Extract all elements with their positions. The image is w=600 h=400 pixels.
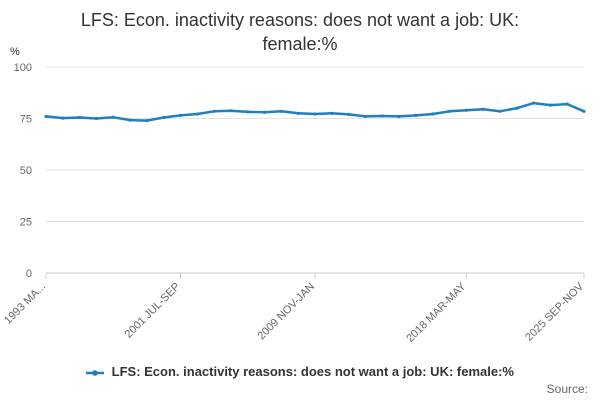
x-axis: 1993 MA... 2001 JUL-SEP 2009 NOV-JAN 2018 M… <box>2 272 587 345</box>
data-point[interactable] <box>178 113 183 118</box>
data-point[interactable] <box>363 114 368 119</box>
y-tick-label: 100 <box>14 62 32 74</box>
data-point[interactable] <box>380 114 384 118</box>
x-tick-label: 2018 MAR-MAY <box>404 280 469 345</box>
data-point[interactable] <box>531 101 536 105</box>
x-tick-label: 2025 SEP-NOV <box>523 280 586 343</box>
y-axis-unit-label: % <box>10 46 20 58</box>
data-point[interactable] <box>447 109 452 113</box>
data-point[interactable] <box>229 109 233 113</box>
chart-title-line-2: female:% <box>262 34 338 54</box>
data-point[interactable] <box>111 115 115 119</box>
x-tick-label: 2009 NOV-JAN <box>255 281 317 343</box>
data-point[interactable] <box>296 111 300 115</box>
y-tick-label: 0 <box>26 268 32 280</box>
data-point[interactable] <box>397 114 401 119</box>
data-point[interactable] <box>145 118 149 123</box>
data-point[interactable] <box>498 109 502 113</box>
y-axis-ticks: 0 25 50 75 100 <box>14 62 32 280</box>
x-tick-label: 1993 MA... <box>2 281 48 327</box>
y-tick-label: 25 <box>20 217 32 229</box>
data-point[interactable] <box>565 102 569 106</box>
data-point[interactable] <box>94 116 99 121</box>
data-point[interactable] <box>313 112 317 116</box>
legend-label: LFS: Econ. inactivity reasons: does not … <box>111 364 514 379</box>
y-tick-label: 75 <box>20 114 32 126</box>
series-layer <box>44 101 586 123</box>
data-point[interactable] <box>212 109 216 113</box>
chart-title-line-1: LFS: Econ. inactivity reasons: does not … <box>80 10 520 30</box>
series-line[interactable] <box>44 101 586 122</box>
legend-line-marker-icon <box>86 369 105 376</box>
chart-title: LFS: Econ. inactivity reasons: does not … <box>0 8 600 56</box>
data-point[interactable] <box>246 110 250 114</box>
data-point[interactable] <box>414 113 418 118</box>
data-point[interactable] <box>548 103 552 107</box>
data-point[interactable] <box>162 115 166 120</box>
data-point[interactable] <box>582 109 586 113</box>
legend[interactable]: LFS: Econ. inactivity reasons: does not … <box>0 364 600 379</box>
data-point[interactable] <box>515 106 519 110</box>
data-point[interactable] <box>61 116 65 120</box>
data-point[interactable] <box>330 111 334 115</box>
grid-lines <box>46 66 584 222</box>
data-point[interactable] <box>262 110 267 114</box>
data-point[interactable] <box>78 115 82 120</box>
data-point[interactable] <box>44 114 48 119</box>
data-point[interactable] <box>347 112 351 116</box>
data-point[interactable] <box>464 108 468 112</box>
data-point[interactable] <box>128 118 132 122</box>
source-label: Source: <box>546 382 588 396</box>
data-point[interactable] <box>279 109 283 113</box>
x-tick-label: 2001 JUL-SEP <box>123 281 183 341</box>
data-point[interactable] <box>481 107 485 111</box>
data-point[interactable] <box>431 112 435 116</box>
y-tick-label: 50 <box>20 165 32 177</box>
data-point[interactable] <box>195 112 199 116</box>
